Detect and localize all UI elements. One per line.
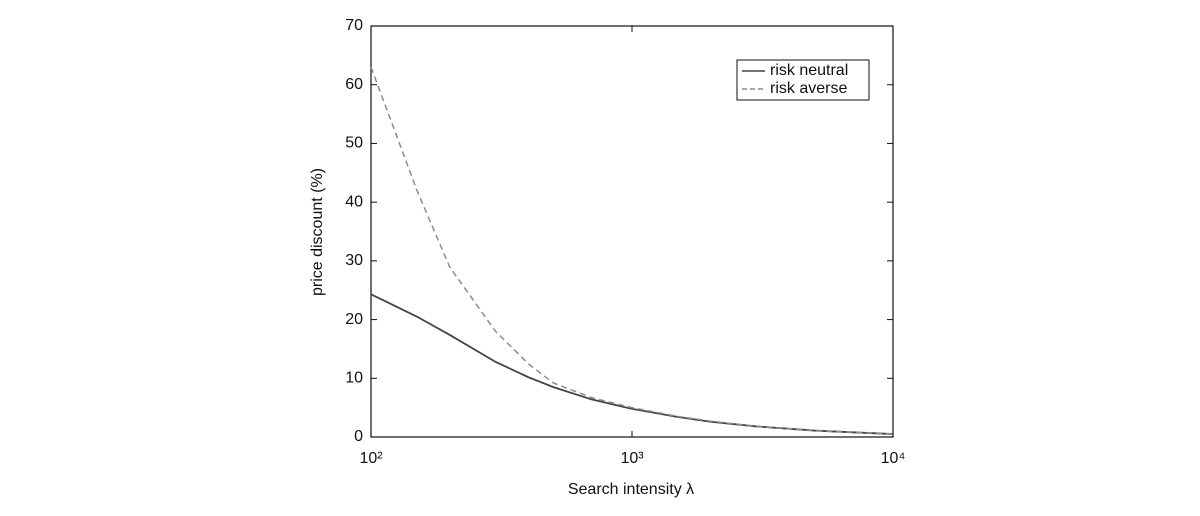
y-tick-label: 0 — [354, 428, 363, 445]
y-tick-label: 60 — [345, 76, 363, 93]
legend-box — [736, 59, 870, 101]
x-axis-label: Search intensity λ — [568, 481, 694, 498]
y-tick-label: 10 — [345, 370, 363, 387]
y-tick-label: 50 — [345, 135, 363, 152]
y-tick-label: 40 — [345, 193, 363, 210]
y-axis-label: price discount (%) — [309, 168, 326, 296]
y-tick-label: 20 — [345, 311, 363, 328]
legend-label: risk neutral — [770, 62, 848, 79]
x-tick-label: 10⁴ — [881, 450, 906, 467]
x-tick-label: 10² — [359, 450, 383, 467]
legend-label: risk averse — [770, 80, 847, 97]
series-line — [370, 66, 894, 435]
x-tick-label: 10³ — [620, 450, 644, 467]
y-tick-label: 30 — [345, 252, 363, 269]
y-tick-label: 70 — [345, 17, 363, 34]
series-line — [370, 293, 894, 435]
